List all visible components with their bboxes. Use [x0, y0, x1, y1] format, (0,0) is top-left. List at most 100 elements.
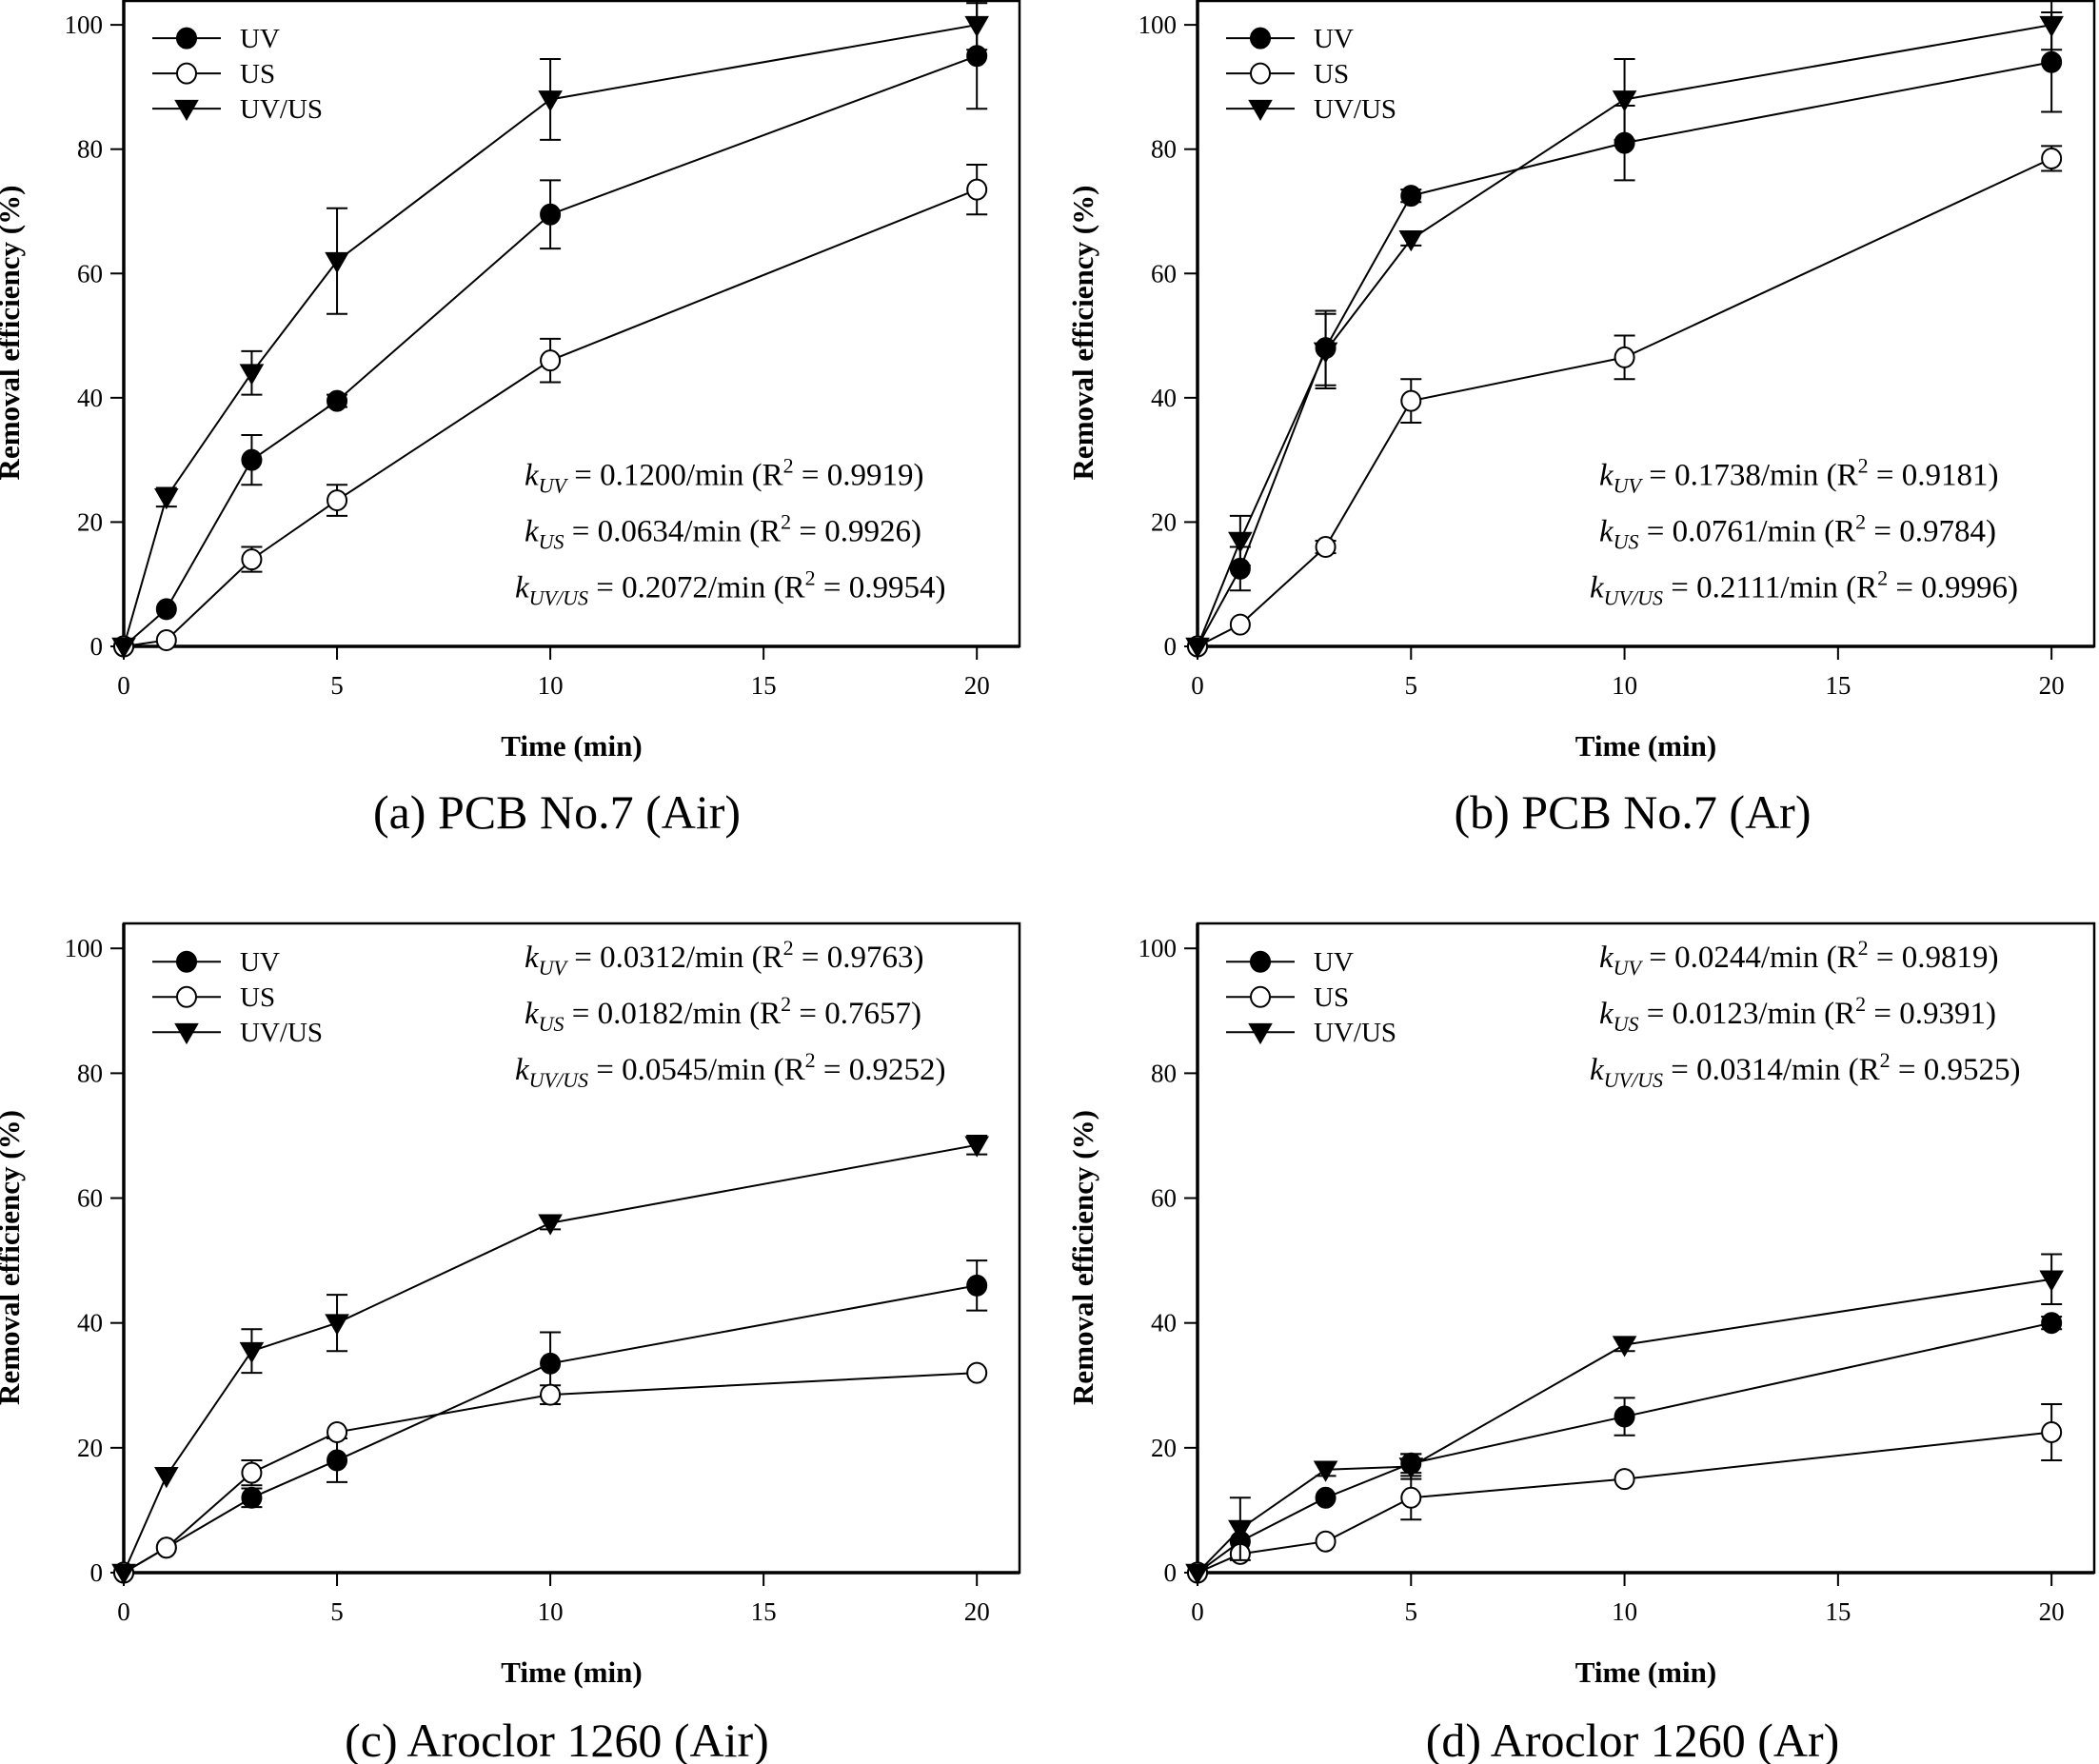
data-point — [325, 251, 349, 274]
rate-annotation: kUS = 0.0123/min (R2 = 0.9391) — [1599, 992, 1996, 1036]
data-point — [1185, 1563, 1210, 1585]
x-tick-label: 5 — [1405, 1597, 1418, 1626]
x-tick-label: 10 — [1612, 1597, 1637, 1626]
data-point — [540, 203, 562, 226]
y-tick-label: 40 — [77, 1309, 103, 1338]
legend-marker — [1248, 99, 1273, 122]
data-point — [154, 1467, 179, 1489]
x-tick-label: 0 — [117, 1597, 130, 1626]
x-tick-label: 10 — [538, 671, 564, 700]
data-point — [1315, 1530, 1337, 1553]
data-point — [241, 548, 263, 571]
legend-marker — [176, 27, 197, 50]
legend-marker — [176, 950, 197, 973]
data-point — [239, 1341, 265, 1364]
data-point — [1313, 342, 1338, 364]
x-tick-label: 0 — [117, 671, 130, 700]
data-point — [964, 1136, 989, 1158]
series-uv-us — [111, 1134, 989, 1585]
data-point — [1185, 637, 1210, 659]
data-point — [966, 1361, 988, 1384]
series-us — [1187, 1402, 2063, 1584]
legend-marker — [1250, 950, 1271, 973]
data-point — [540, 1352, 562, 1375]
y-tick-label: 100 — [65, 934, 104, 962]
rate-annotation: kUS = 0.0182/min (R2 = 0.7657) — [525, 992, 921, 1036]
legend-marker — [1248, 1022, 1273, 1045]
data-point — [1614, 346, 1635, 368]
y-tick-label: 100 — [1139, 10, 1178, 39]
x-tick-label: 15 — [1825, 671, 1851, 700]
series-line — [1197, 24, 2052, 647]
x-tick-label: 5 — [330, 1597, 344, 1626]
y-tick-label: 60 — [1151, 259, 1177, 287]
data-point — [241, 1461, 263, 1484]
x-axis-title: Time (min) — [1575, 1655, 1716, 1689]
x-axis-title: Time (min) — [1575, 729, 1716, 763]
y-tick-label: 60 — [77, 259, 103, 287]
data-point — [155, 628, 177, 651]
x-tick-label: 0 — [1191, 1597, 1204, 1626]
legend-label: US — [240, 982, 275, 1013]
rate-annotation: kUV/US = 0.0314/min (R2 = 0.9525) — [1590, 1048, 2020, 1092]
data-point — [2041, 50, 2063, 73]
chart-panel-b: 0 5 10 15 20 0 20 40 60 80 100 Time (min) Removal ef… — [1066, 0, 2096, 839]
data-point — [327, 389, 348, 412]
data-point — [964, 15, 989, 38]
y-axis-title: Removal efficiency (%) — [0, 1110, 26, 1405]
y-tick-label: 20 — [1151, 1434, 1177, 1462]
y-tick-label: 0 — [90, 632, 104, 661]
legend-label: UV/US — [240, 1018, 323, 1048]
legend-marker — [1250, 62, 1271, 85]
rate-annotation: kUV/US = 0.2072/min (R2 = 0.9954) — [515, 565, 945, 609]
data-point — [1228, 531, 1253, 553]
legend-label: US — [240, 59, 275, 89]
legend-label: UV — [240, 24, 280, 54]
data-point — [1313, 1460, 1338, 1482]
rate-annotation: kUV = 0.1738/min (R2 = 0.9181) — [1599, 453, 1998, 497]
chart-panel-c: 0 5 10 15 20 0 20 40 60 80 100 Time (min) Removal ef… — [0, 922, 1021, 1764]
y-tick-label: 60 — [1151, 1184, 1177, 1213]
legend-label: US — [1314, 59, 1349, 89]
legend-label: US — [1314, 982, 1349, 1013]
data-point — [154, 488, 179, 510]
legend-marker — [174, 99, 199, 122]
x-tick-label: 20 — [964, 671, 990, 700]
rate-annotation: kUV = 0.0312/min (R2 = 0.9763) — [525, 936, 923, 980]
data-point — [111, 637, 136, 659]
legend-label: UV — [1314, 947, 1354, 978]
y-tick-label: 0 — [90, 1558, 104, 1587]
panel-caption: (a) PCB No.7 (Air) — [373, 785, 741, 839]
x-tick-label: 15 — [1825, 1597, 1851, 1626]
rate-annotation: kUS = 0.0761/min (R2 = 0.9784) — [1599, 509, 1996, 553]
y-tick-label: 40 — [1151, 384, 1177, 412]
legend-label: UV — [240, 947, 280, 978]
data-point — [966, 1274, 988, 1297]
x-tick-label: 10 — [1612, 671, 1637, 700]
chart-panel-d: 0 5 10 15 20 0 20 40 60 80 100 Time (min) Removal ef… — [1066, 922, 2096, 1764]
data-point — [2039, 15, 2064, 38]
data-point — [1400, 389, 1422, 412]
panel-caption: (c) Aroclor 1260 (Air) — [345, 1714, 769, 1764]
legend-label: UV/US — [1314, 94, 1396, 125]
x-tick-label: 20 — [2039, 1597, 2065, 1626]
data-point — [2039, 1270, 2064, 1292]
y-axis-title: Removal efficiency (%) — [1066, 1110, 1099, 1405]
data-point — [1228, 1519, 1253, 1541]
series-us — [113, 1361, 988, 1584]
x-tick-label: 20 — [2039, 671, 2065, 700]
legend-label: UV/US — [240, 94, 323, 125]
legend-marker — [1250, 985, 1271, 1008]
y-tick-label: 20 — [77, 1434, 103, 1462]
x-axis-title: Time (min) — [501, 1655, 642, 1689]
x-tick-label: 5 — [330, 671, 344, 700]
y-tick-label: 80 — [77, 135, 103, 164]
y-tick-label: 80 — [77, 1059, 103, 1087]
series-line — [123, 1143, 978, 1574]
y-axis-title: Removal efficiency (%) — [1066, 186, 1099, 481]
data-point — [1612, 90, 1637, 112]
data-point — [1400, 1486, 1422, 1509]
legend-label: UV/US — [1314, 1018, 1396, 1048]
series-uv-us — [111, 0, 989, 659]
